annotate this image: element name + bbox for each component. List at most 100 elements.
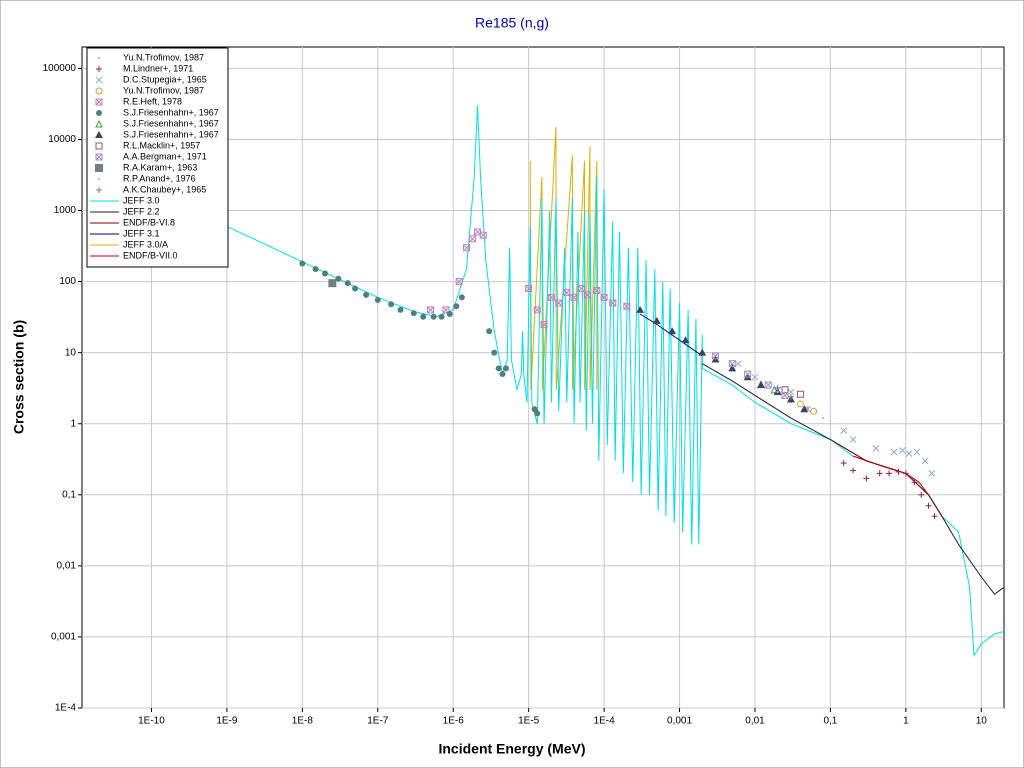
marker xyxy=(806,406,809,409)
square xyxy=(796,390,804,398)
y-tick-label: 10000 xyxy=(48,134,76,145)
marker xyxy=(312,266,319,273)
marker xyxy=(525,284,533,292)
marker xyxy=(352,285,359,292)
marker xyxy=(876,470,883,477)
marker xyxy=(796,390,804,398)
marker xyxy=(446,310,453,317)
marker xyxy=(668,327,677,335)
legend-label: R.L.Macklin+, 1957 xyxy=(123,140,200,150)
marker xyxy=(420,313,427,320)
circle xyxy=(322,270,329,277)
marker xyxy=(486,328,493,335)
square xyxy=(95,164,103,172)
cross xyxy=(890,448,898,456)
marker xyxy=(623,302,631,310)
marker xyxy=(540,320,548,328)
square xyxy=(540,320,548,328)
plot xyxy=(151,105,1004,657)
square xyxy=(555,299,563,307)
marker xyxy=(776,390,779,394)
cross xyxy=(469,235,476,243)
square xyxy=(764,381,772,389)
circle xyxy=(344,280,351,287)
marker xyxy=(97,56,101,60)
triangle xyxy=(95,119,103,128)
marker xyxy=(770,385,779,394)
marker xyxy=(652,316,661,324)
square xyxy=(728,360,736,368)
marker xyxy=(849,436,857,443)
grid xyxy=(82,47,1004,709)
square xyxy=(781,391,789,399)
marker xyxy=(479,231,487,239)
cross xyxy=(728,360,736,368)
cross xyxy=(427,306,434,314)
triangle xyxy=(681,336,690,344)
marker xyxy=(397,306,404,313)
marker xyxy=(609,299,617,307)
cross xyxy=(463,244,470,252)
square xyxy=(609,299,617,307)
square xyxy=(583,291,591,299)
legend-label: A.K.Chaubey+, 1965 xyxy=(123,184,206,194)
cross xyxy=(578,285,585,292)
legend-label: Yu.N.Trofimov, 1987 xyxy=(123,52,204,62)
cross xyxy=(95,153,103,161)
marker xyxy=(911,479,918,486)
x-tick-label: 1E-5 xyxy=(518,716,540,727)
marker xyxy=(890,448,898,456)
marker xyxy=(764,381,772,389)
marker xyxy=(800,405,809,413)
square xyxy=(95,98,103,106)
marker xyxy=(328,279,337,288)
triangle xyxy=(756,381,765,389)
marker xyxy=(388,301,395,308)
marker xyxy=(97,177,101,181)
marker xyxy=(463,244,471,252)
legend-label: ENDF/B-VII.0 xyxy=(123,250,178,260)
marker xyxy=(850,467,857,474)
circle xyxy=(499,371,506,378)
x-tick-label: 0,01 xyxy=(745,716,765,727)
cross xyxy=(563,289,571,296)
marker xyxy=(734,360,742,368)
cross xyxy=(570,294,578,301)
cross xyxy=(600,294,608,301)
legend-label: JEFF 3.0 xyxy=(123,195,160,205)
cross xyxy=(623,302,631,310)
marker xyxy=(840,460,847,467)
marker xyxy=(96,66,102,72)
circle xyxy=(374,297,381,304)
triangle xyxy=(95,131,103,138)
x-tick-label: 0,1 xyxy=(823,716,837,727)
square xyxy=(525,284,533,292)
triangle xyxy=(698,348,707,356)
legend-label: A.A.Bergman+, 1971 xyxy=(123,151,207,161)
marker xyxy=(712,352,720,360)
marker xyxy=(95,98,103,106)
circle xyxy=(312,266,319,273)
square xyxy=(468,235,476,243)
circle xyxy=(397,306,404,313)
marker xyxy=(698,348,707,356)
marker xyxy=(728,364,737,372)
marker xyxy=(95,142,103,150)
circle xyxy=(299,260,306,267)
x-tick-label: 1E-7 xyxy=(367,716,389,727)
cross xyxy=(734,360,742,368)
circle xyxy=(453,303,460,310)
cross xyxy=(849,436,857,443)
circle xyxy=(388,301,395,308)
marker xyxy=(374,297,381,304)
y-tick-label: 10 xyxy=(65,347,77,358)
marker xyxy=(863,475,870,482)
cross xyxy=(921,457,929,465)
square xyxy=(533,306,541,314)
marker xyxy=(902,470,909,477)
marker xyxy=(344,280,351,287)
circle xyxy=(438,313,445,320)
series-line xyxy=(639,313,703,357)
marker xyxy=(931,513,938,520)
